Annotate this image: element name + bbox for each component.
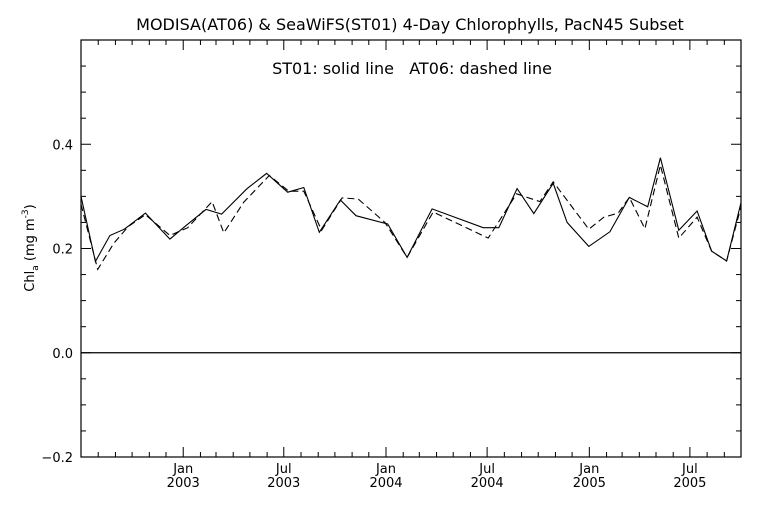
- y-tick-label: −0.2: [41, 451, 73, 466]
- x-tick-label-month: Jul: [478, 462, 495, 477]
- x-tick-label-year: 2004: [471, 476, 504, 491]
- plot-frame: [80, 39, 742, 458]
- y-axis-label-subscript: a: [31, 265, 41, 271]
- y-tick-label: 0.4: [52, 138, 73, 153]
- x-tick-label-month: Jul: [275, 462, 292, 477]
- x-tick-label-month: Jan: [375, 462, 396, 477]
- series-line-st01: [80, 157, 742, 264]
- y-axis-label-unit-sup: -3: [21, 209, 31, 218]
- y-axis-label: Chla (mg m-3): [21, 204, 41, 291]
- plot-area: −0.20.00.20.4Jan2003Jul2003Jan2004Jul200…: [41, 39, 742, 491]
- x-tick-label-year: 2005: [673, 476, 706, 491]
- x-tick-label-year: 2005: [573, 476, 606, 491]
- y-tick-label: 0.0: [52, 347, 73, 362]
- x-tick-label-year: 2003: [267, 476, 300, 491]
- y-axis-label-unit-prefix: (mg m: [23, 218, 38, 265]
- x-tick-label-month: Jul: [681, 462, 698, 477]
- x-tick-label-year: 2003: [167, 476, 200, 491]
- y-tick-label: 0.2: [52, 243, 73, 258]
- x-tick-label-month: Jan: [578, 462, 599, 477]
- x-tick-label-month: Jan: [172, 462, 193, 477]
- line-style-annotation: ST01: solid line AT06: dashed line: [272, 59, 552, 78]
- y-axis-label-main: Chl: [23, 271, 38, 292]
- x-tick-label-year: 2004: [369, 476, 402, 491]
- series-line-at06: [80, 164, 742, 271]
- y-axis-label-unit-suffix: ): [23, 204, 38, 209]
- chart-title: MODISA(AT06) & SeaWiFS(ST01) 4-Day Chlor…: [136, 15, 684, 34]
